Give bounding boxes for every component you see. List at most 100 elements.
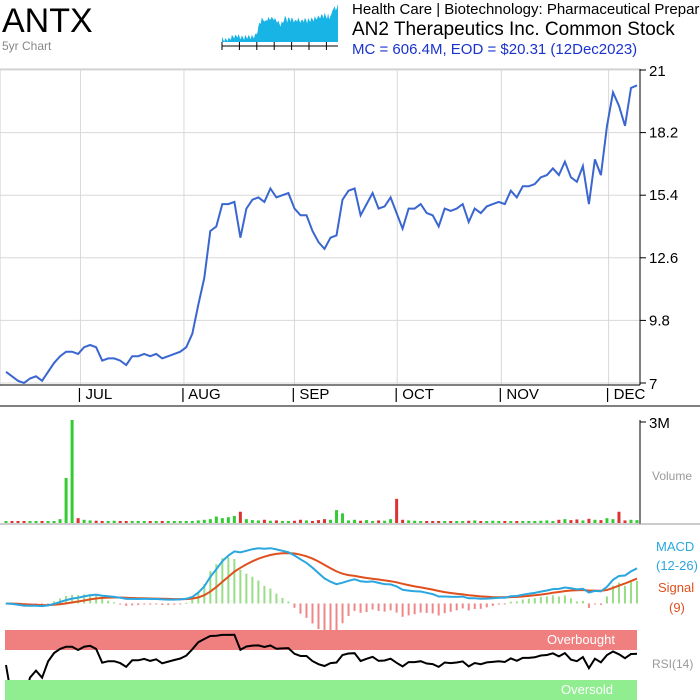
macd-histogram-bar <box>341 603 344 624</box>
volume-bar <box>238 511 242 523</box>
volume-bar <box>635 520 639 523</box>
macd-histogram-bar <box>119 603 122 605</box>
ticker-symbol: ANTX <box>2 2 93 40</box>
volume-bar <box>395 498 399 523</box>
volume-bar <box>521 521 525 523</box>
macd-histogram-bar <box>263 585 266 604</box>
volume-bar <box>160 521 164 523</box>
volume-bar <box>226 517 230 523</box>
macd-params-label: (12-26) <box>656 558 698 573</box>
macd-histogram-bar <box>395 603 398 613</box>
volume-bar <box>563 519 567 523</box>
volume-bar <box>100 521 104 523</box>
volume-bar <box>304 520 308 523</box>
macd-histogram-bar <box>347 603 350 616</box>
volume-bar <box>479 521 483 523</box>
volume-bar <box>413 520 417 523</box>
volume-bar <box>310 521 314 523</box>
macd-histogram-bar <box>215 564 218 604</box>
volume-bar <box>491 520 495 523</box>
macd-histogram-bar <box>563 595 566 604</box>
macd-label: MACD <box>656 539 694 554</box>
volume-bar <box>401 519 405 523</box>
volume-bar <box>449 521 453 523</box>
volume-bar <box>208 519 212 523</box>
volume-bar <box>341 513 345 523</box>
macd-histogram-bar <box>407 603 410 616</box>
rsi-line <box>5 633 638 700</box>
volume-bar <box>52 521 56 523</box>
macd-histogram-bar <box>605 596 608 604</box>
volume-bar <box>292 520 296 523</box>
volume-bar <box>383 520 387 523</box>
macd-histogram-bar <box>173 603 176 605</box>
price-tick-label: 12.6 <box>649 250 678 267</box>
macd-histogram-bar <box>413 603 416 615</box>
volume-bar <box>16 521 20 523</box>
volume-bar <box>371 521 375 523</box>
volume-bar <box>250 520 254 523</box>
macd-histogram-bar <box>473 603 476 610</box>
macd-histogram-bar <box>479 603 482 609</box>
macd-histogram-bar <box>167 603 170 606</box>
volume-bar <box>28 521 32 523</box>
volume-bar <box>88 520 92 523</box>
volume-bar <box>46 521 50 523</box>
macd-histogram-bar <box>299 603 302 614</box>
macd-histogram-bar <box>101 598 104 604</box>
macd-histogram-bar <box>461 603 464 609</box>
volume-bar <box>569 520 573 523</box>
macd-histogram-bar <box>491 603 494 606</box>
volume-bar <box>10 521 14 523</box>
volume-max-label: 3M <box>649 415 670 432</box>
macd-histogram-bar <box>239 569 242 604</box>
volume-bar <box>323 519 327 523</box>
macd-histogram-bar <box>77 595 80 604</box>
macd-histogram-bar <box>593 603 596 605</box>
volume-bar <box>455 521 459 523</box>
volume-panel: 3M Volume <box>0 415 700 525</box>
volume-bar <box>130 521 134 523</box>
volume-bar <box>70 420 74 523</box>
macd-histogram-bar <box>149 603 152 605</box>
macd-histogram-bar <box>113 602 116 604</box>
macd-histogram-bar <box>281 597 284 604</box>
volume-bar <box>190 521 194 523</box>
macd-histogram-bar <box>137 603 140 606</box>
chart-kind-label: 5yr Chart <box>2 39 52 53</box>
macd-histogram-bar <box>251 576 254 604</box>
month-tick-label: | NOV <box>498 386 539 403</box>
month-tick-label: | AUG <box>181 386 221 403</box>
volume-bar <box>599 520 603 523</box>
volume-bar <box>485 521 489 523</box>
macd-histogram-bar <box>401 603 404 617</box>
volume-bar <box>112 520 116 523</box>
volume-bar <box>58 519 62 523</box>
macd-histogram-bar <box>305 603 308 618</box>
price-tick-label: 15.4 <box>649 187 678 204</box>
volume-bar <box>581 520 585 523</box>
rsi-panel: Overbought RSI(14) Oversold <box>5 630 693 700</box>
sector-label: Health Care | Biotechnology: Pharmaceuti… <box>352 1 700 18</box>
macd-histogram-bar <box>437 603 440 616</box>
month-tick-label: | JUL <box>77 386 112 403</box>
volume-bar <box>232 515 236 523</box>
volume-bar <box>347 520 351 523</box>
volume-bar <box>64 477 68 523</box>
volume-bar <box>184 521 188 523</box>
macd-panel: MACD (12-26) Signal (9) <box>5 539 698 634</box>
macd-histogram-bar <box>227 557 230 604</box>
macd-histogram-bar <box>533 598 536 604</box>
macd-histogram-bar <box>353 603 356 611</box>
volume-bar <box>178 521 182 523</box>
oversold-zone <box>5 680 637 700</box>
volume-bar <box>443 521 447 523</box>
volume-bar <box>503 521 507 523</box>
macd-histogram-bar <box>521 599 524 604</box>
volume-bar <box>172 521 176 523</box>
month-tick-label: | OCT <box>394 386 434 403</box>
macd-histogram-bar <box>539 596 542 604</box>
macd-histogram-bar <box>551 595 554 604</box>
price-series-line <box>5 84 638 385</box>
